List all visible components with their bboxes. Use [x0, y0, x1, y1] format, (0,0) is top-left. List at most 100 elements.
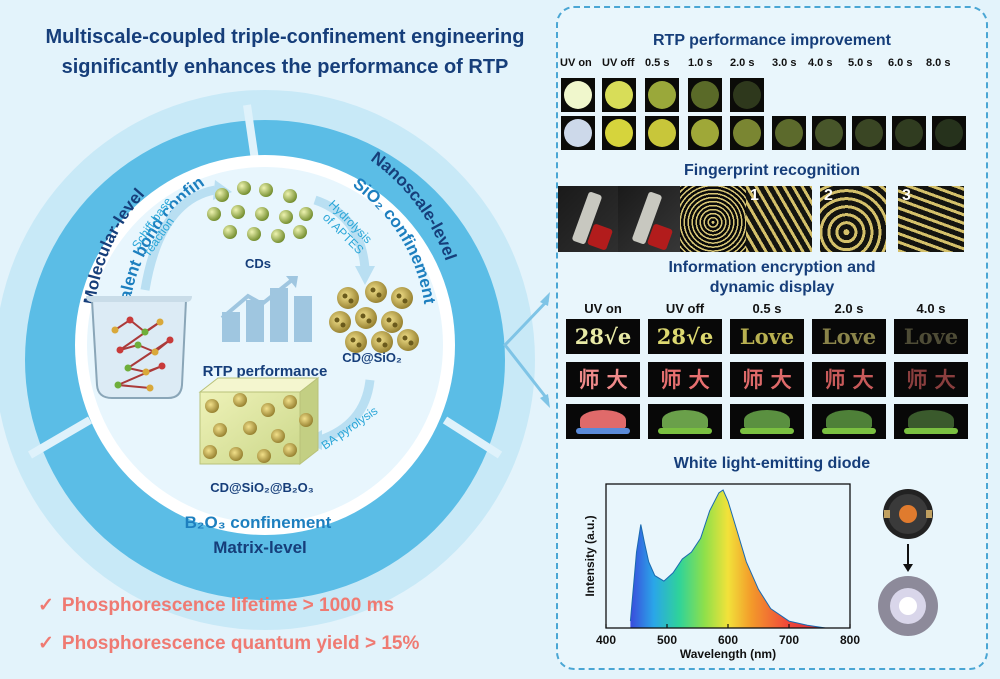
cube-sphere — [229, 447, 243, 461]
encryption-word: Love — [812, 319, 886, 354]
sphere-pore — [392, 322, 398, 328]
encryption-header: 2.0 s — [834, 301, 864, 316]
encryption-word: 28√e — [648, 319, 722, 354]
atom — [158, 362, 166, 370]
atom — [142, 368, 150, 376]
encryption-word: Love — [894, 319, 968, 354]
disc — [605, 81, 633, 109]
cube-sphere — [233, 393, 247, 407]
disc-sample — [645, 78, 679, 112]
cube-icon — [198, 376, 320, 466]
sphere-pore — [340, 322, 346, 328]
x-tick-label: 400 — [596, 633, 616, 647]
disc — [564, 81, 592, 109]
fingerprint-section-title: Fingerprint recognition — [684, 162, 860, 179]
time-label: 8.0 s — [926, 57, 951, 69]
sphere-pore — [370, 287, 376, 293]
disc — [855, 119, 883, 147]
disc — [648, 119, 676, 147]
disc-sample — [602, 116, 636, 150]
sio2-sphere — [337, 287, 359, 309]
time-label: 1.0 s — [688, 57, 713, 69]
encryption-characters: 师 大 — [648, 362, 722, 397]
bond — [127, 339, 171, 369]
encryption-characters: 师 大 — [566, 362, 640, 397]
cube-sphere — [261, 403, 275, 417]
arrow-hydrolysis — [313, 195, 370, 269]
main-title-line2: significantly enhances the performance o… — [61, 56, 509, 78]
x-tick-label: 600 — [718, 633, 738, 647]
cd-sphere — [231, 205, 245, 219]
sio2-sphere — [345, 331, 367, 353]
checkmark-icon: ✓ — [38, 595, 54, 616]
sphere-pore — [376, 292, 382, 298]
spectrum-line — [629, 489, 826, 629]
turtle-shell — [744, 410, 790, 430]
x-tick-label: 700 — [779, 633, 799, 647]
turtle-pattern — [812, 404, 886, 439]
disc — [691, 119, 719, 147]
arrow-head — [540, 394, 550, 408]
sphere-pore — [402, 298, 408, 304]
disc-sample — [561, 78, 595, 112]
sphere-pore — [342, 293, 348, 299]
disc — [815, 119, 843, 147]
time-label: 2.0 s — [730, 57, 755, 69]
atom — [126, 316, 134, 324]
spectrum-chart: 400 500 600 700 800 Wavelength (nm) Intensity … — [583, 483, 860, 661]
disc-sample — [688, 116, 722, 150]
cd-sphere — [271, 229, 285, 243]
disc — [564, 119, 592, 147]
turtle-pattern — [730, 404, 804, 439]
bond — [117, 365, 163, 386]
atom — [141, 328, 149, 336]
rtp-performance-label: RTP performance — [203, 363, 328, 380]
fingerprint-image — [618, 186, 684, 252]
turtle-legs — [658, 428, 712, 434]
cd-sphere — [207, 207, 221, 221]
bond — [119, 321, 161, 351]
arrow-head — [540, 292, 550, 306]
disc — [895, 119, 923, 147]
encryption-word: 28√e — [566, 319, 640, 354]
cd-sio2-b2o3-label: CD@SiO₂@B₂O₃ — [210, 480, 314, 495]
disc-sample — [932, 116, 966, 150]
disc — [935, 119, 963, 147]
turtle-pattern — [566, 404, 640, 439]
sio2-sphere — [329, 311, 351, 333]
encryption-header: 0.5 s — [752, 301, 782, 316]
turtle-shell — [580, 410, 626, 430]
disc-sample — [892, 116, 926, 150]
cd-sphere — [283, 189, 297, 203]
sio2-sphere — [355, 307, 377, 329]
sio2-sphere — [371, 331, 393, 353]
encryption-characters: 师 大 — [894, 362, 968, 397]
turtle-pattern — [648, 404, 722, 439]
disc — [648, 81, 676, 109]
encryption-title-line2: dynamic display — [709, 279, 835, 296]
fingerprint-image: 2 — [820, 186, 886, 252]
atom — [114, 381, 122, 389]
fingerprint-number: 1 — [750, 187, 759, 204]
sphere-pore — [396, 293, 402, 299]
turtle-pattern — [894, 404, 968, 439]
fingerprint-number: 2 — [824, 187, 833, 204]
fingerprint-image — [680, 186, 746, 252]
disc-sample — [561, 116, 595, 150]
time-label: 5.0 s — [848, 57, 873, 69]
sphere-pore — [348, 298, 354, 304]
atom — [156, 318, 164, 326]
turtle-legs — [740, 428, 794, 434]
fingerprint-image: 1 — [746, 186, 812, 252]
fingerprint-number: 3 — [902, 187, 911, 204]
x-tick-label: 500 — [657, 633, 677, 647]
sphere-pore — [402, 335, 408, 341]
atom — [124, 364, 132, 372]
cube-sphere — [283, 395, 297, 409]
sphere-pore — [382, 342, 388, 348]
molecule-icon — [111, 316, 174, 392]
encryption-section-title: Information encryption and dynamic displ… — [556, 258, 988, 298]
check-text: Phosphorescence lifetime > 1000 ms — [61, 595, 395, 616]
turtle-legs — [576, 428, 630, 434]
cube-sphere — [205, 399, 219, 413]
